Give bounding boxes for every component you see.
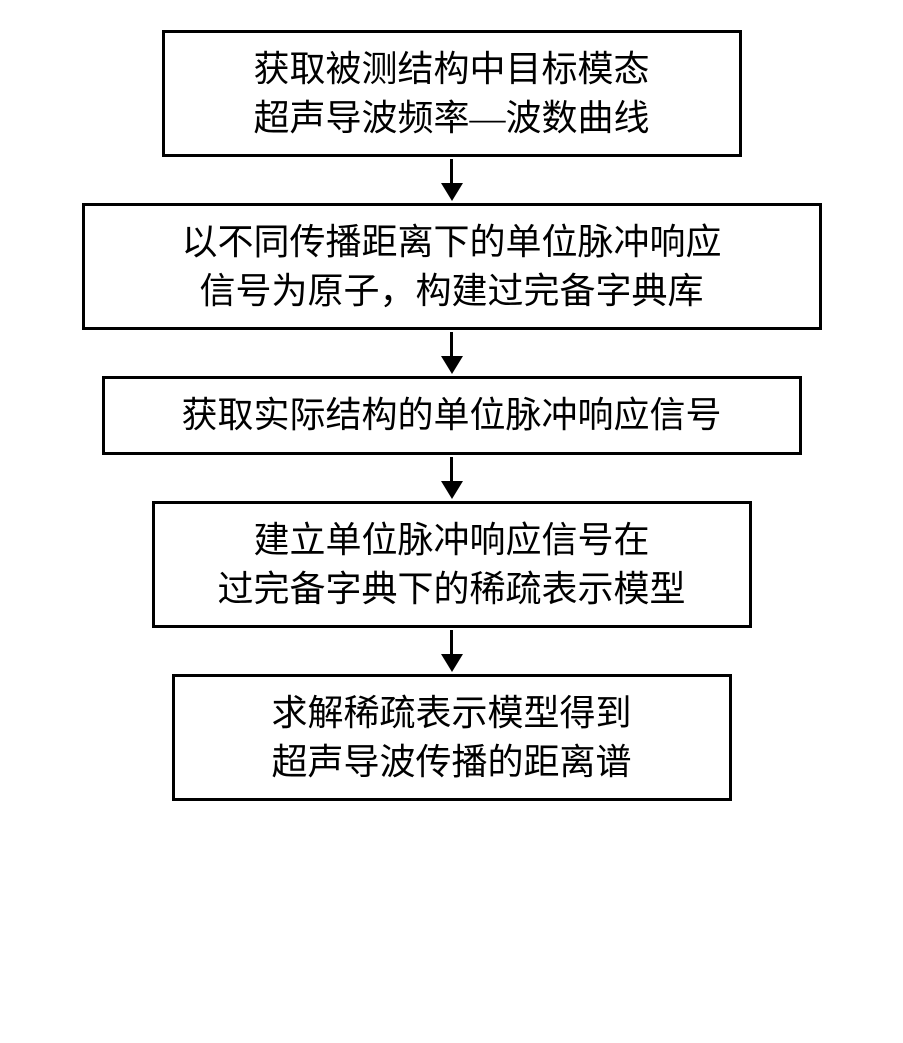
flowchart-step-4: 建立单位脉冲响应信号在 过完备字典下的稀疏表示模型 xyxy=(152,501,752,628)
step-text-line: 获取实际结构的单位脉冲响应信号 xyxy=(125,391,779,440)
flowchart-container: 获取被测结构中目标模态 超声导波频率—波数曲线 以不同传播距离下的单位脉冲响应 … xyxy=(82,30,822,801)
step-text-line: 求解稀疏表示模型得到 xyxy=(195,689,709,738)
step-text-line: 超声导波传播的距离谱 xyxy=(195,738,709,787)
arrow-down-icon xyxy=(441,159,463,201)
flowchart-step-3: 获取实际结构的单位脉冲响应信号 xyxy=(102,376,802,455)
arrow-down-icon xyxy=(441,630,463,672)
step-text-line: 超声导波频率—波数曲线 xyxy=(185,94,719,143)
step-text-line: 建立单位脉冲响应信号在 xyxy=(175,516,729,565)
step-text-line: 过完备字典下的稀疏表示模型 xyxy=(175,565,729,614)
flowchart-step-2: 以不同传播距离下的单位脉冲响应 信号为原子，构建过完备字典库 xyxy=(82,203,822,330)
arrow-down-icon xyxy=(441,332,463,374)
step-text-line: 获取被测结构中目标模态 xyxy=(185,45,719,94)
arrow-down-icon xyxy=(441,457,463,499)
flowchart-step-5: 求解稀疏表示模型得到 超声导波传播的距离谱 xyxy=(172,674,732,801)
step-text-line: 信号为原子，构建过完备字典库 xyxy=(105,267,799,316)
flowchart-step-1: 获取被测结构中目标模态 超声导波频率—波数曲线 xyxy=(162,30,742,157)
step-text-line: 以不同传播距离下的单位脉冲响应 xyxy=(105,218,799,267)
